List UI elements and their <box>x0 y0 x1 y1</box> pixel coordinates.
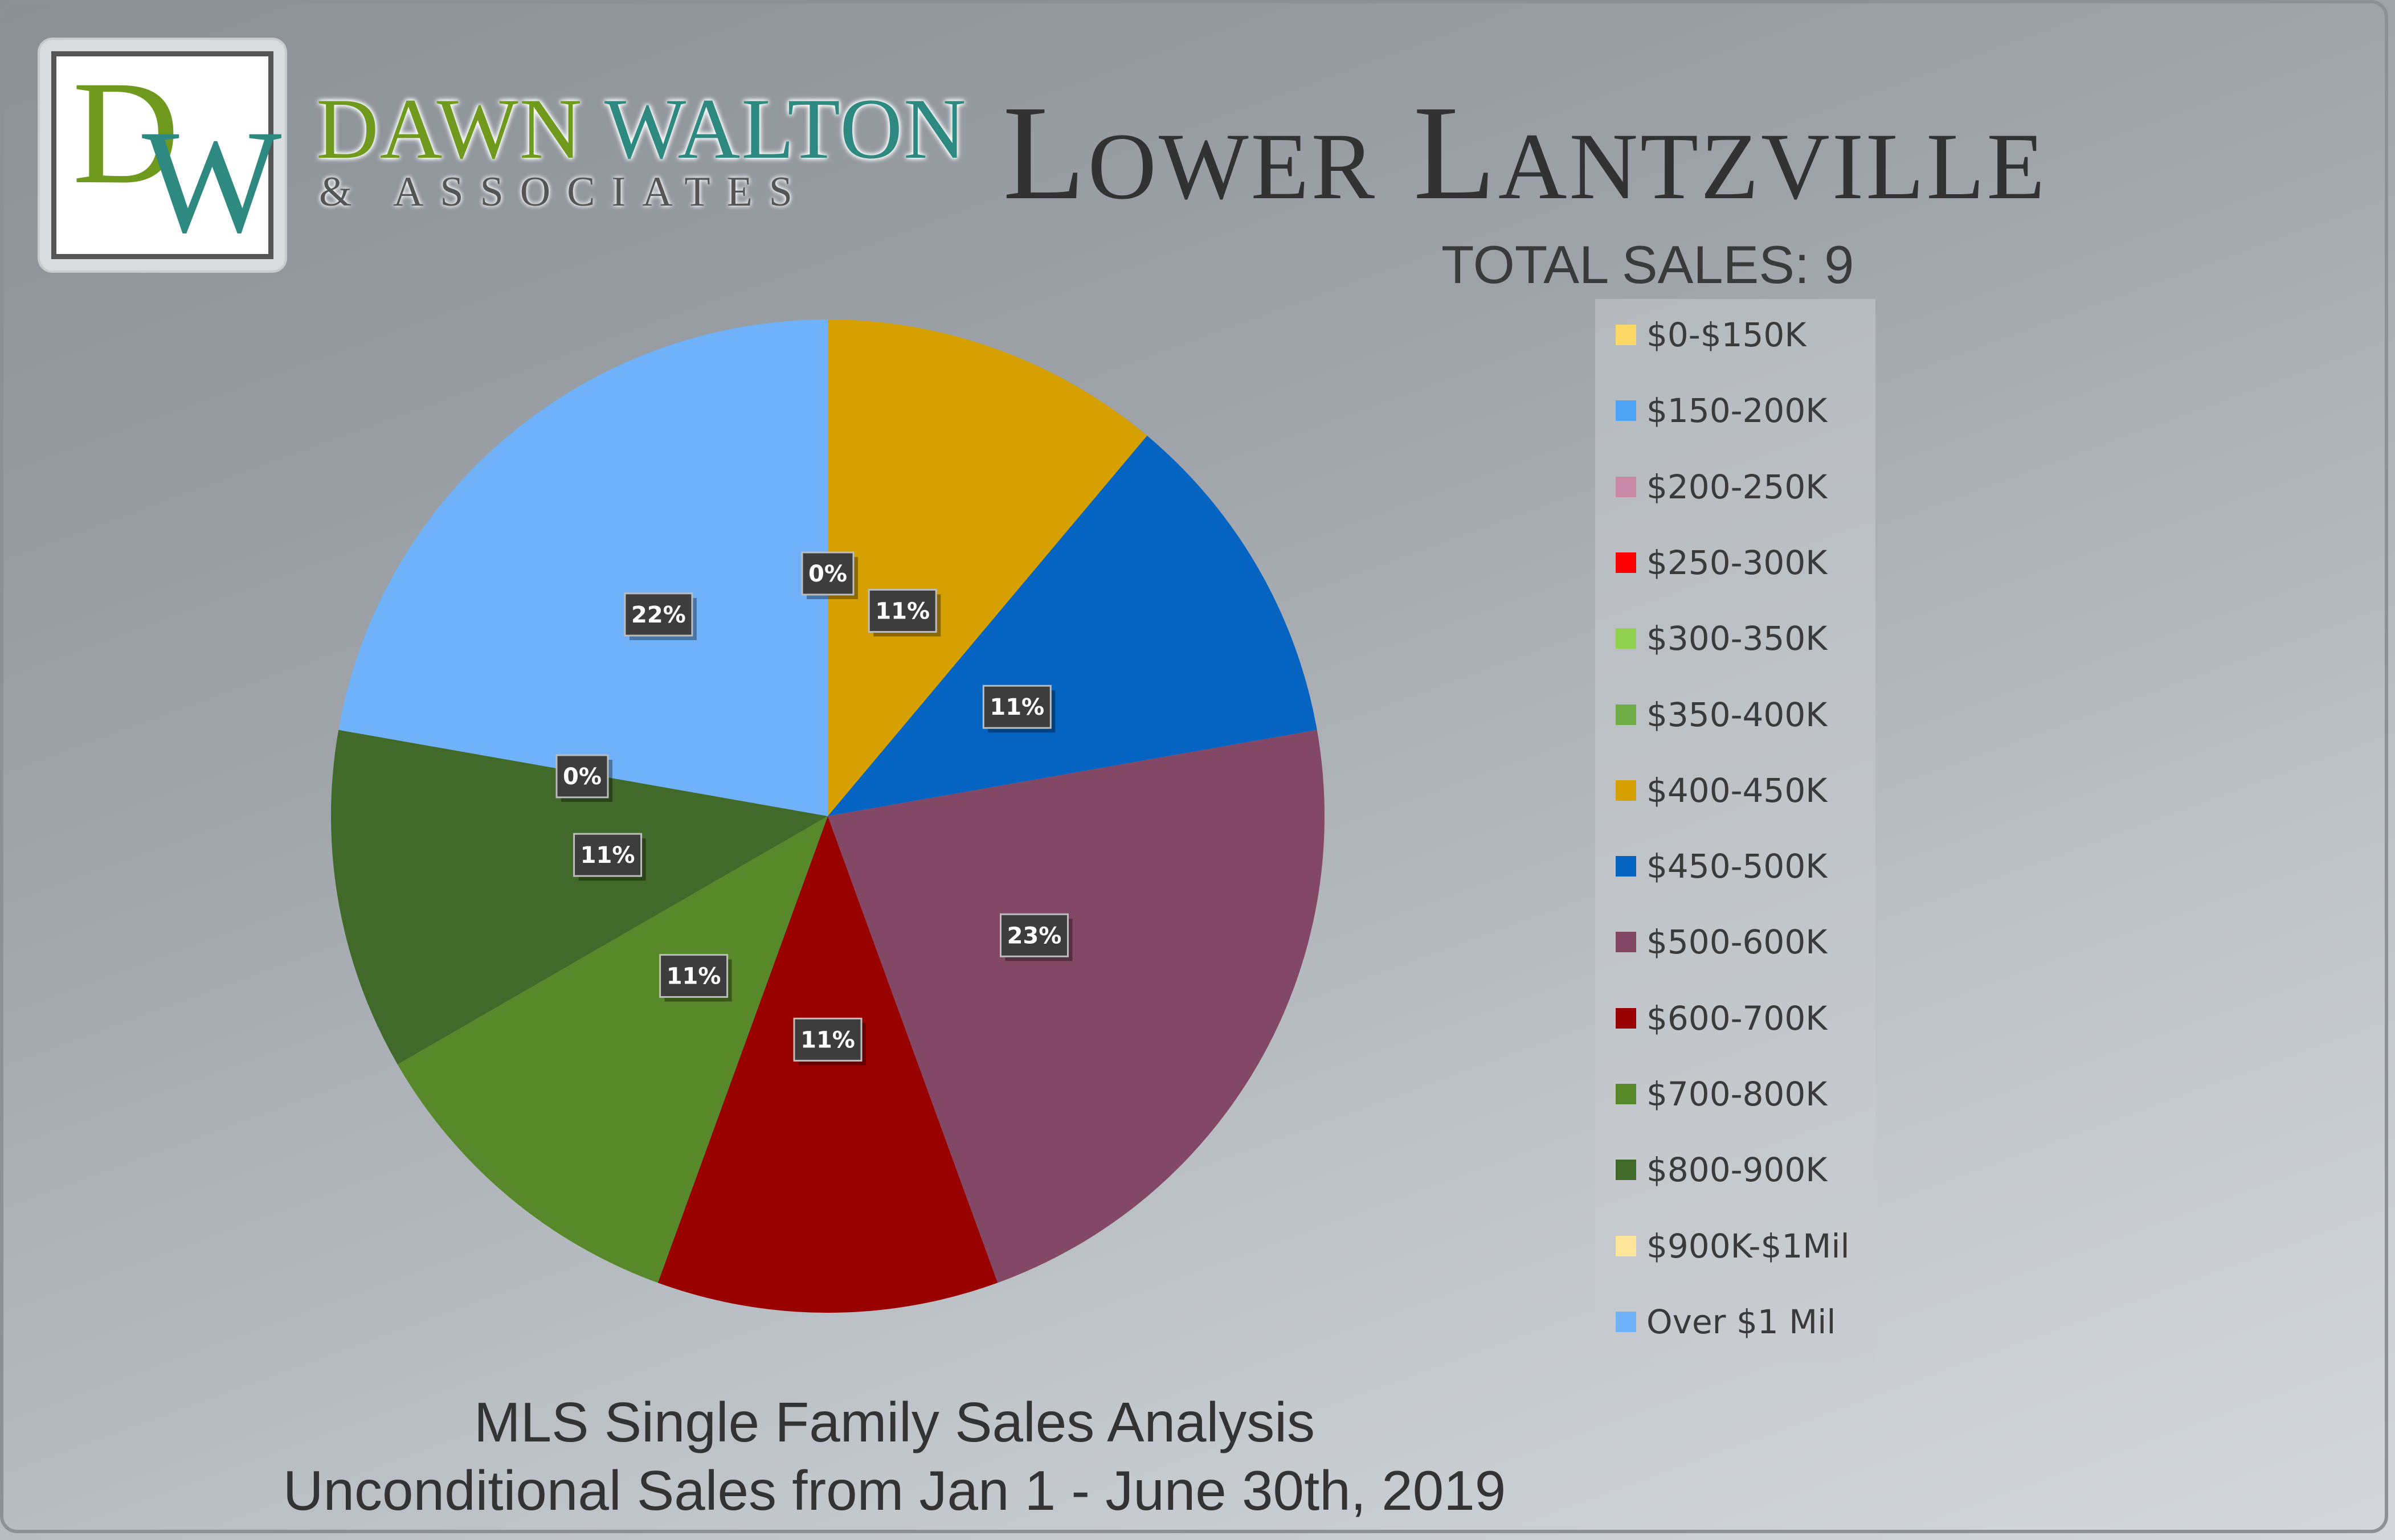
legend-label: $600-700K <box>1646 998 1828 1038</box>
logo: D W <box>40 40 285 271</box>
legend-swatch <box>1616 1160 1636 1181</box>
data-label-700-800k: 11% <box>659 954 732 1002</box>
legend-swatch <box>1616 552 1636 573</box>
legend-label: $500-600K <box>1646 923 1828 962</box>
data-label-700-800k-text: 11% <box>667 964 721 990</box>
legend-item: $900K-$1Mil <box>1616 1223 1850 1269</box>
chart-date-range: Unconditional Sales from Jan 1 - June 30… <box>283 1459 1506 1522</box>
data-label-400-450k-text: 11% <box>875 598 930 624</box>
legend-item: $250-300K <box>1616 540 1827 585</box>
legend-swatch <box>1616 1311 1636 1332</box>
legend-swatch <box>1616 704 1636 725</box>
legend-label: $700-800K <box>1646 1075 1828 1113</box>
data-label-800-900k: 11% <box>573 833 646 881</box>
legend-item: $300-350K <box>1616 616 1827 661</box>
legend-label: $400-450K <box>1646 771 1828 810</box>
pie-slices <box>330 320 1325 1313</box>
legend-label: $900K-$1Mil <box>1646 1226 1850 1265</box>
brand-tagline: & ASSOCIATES <box>319 169 809 215</box>
legend-swatch <box>1616 780 1636 801</box>
legend-item: $450-500K <box>1616 843 1827 889</box>
legend-label: Over $1 Mil <box>1646 1302 1836 1341</box>
legend-swatch <box>1616 1084 1636 1104</box>
legend-label: $250-300K <box>1646 543 1828 582</box>
logo-monogram: D W <box>51 51 281 259</box>
data-label-over-1-mil: 22% <box>624 592 697 640</box>
pie-slice-400-450k <box>828 320 1147 816</box>
legend-swatch <box>1616 476 1636 497</box>
data-label-500-600k-text: 23% <box>1007 923 1062 949</box>
brand-name-last: WALTON <box>604 81 967 177</box>
pie-labels: 11% 11% 23% 11% 11% 11% 22% 0% 0% <box>555 551 1073 1066</box>
legend-swatch <box>1616 400 1636 421</box>
data-label-over-1-mil-text: 22% <box>631 602 686 628</box>
data-label-500-600k: 23% <box>999 913 1073 961</box>
data-label-400-450k: 11% <box>868 588 941 637</box>
brand-name: DAWN WALTON <box>316 85 967 172</box>
legend-item: $400-450K <box>1616 768 1827 813</box>
legend-label: $0-$150K <box>1646 316 1807 354</box>
legend-item: $200-250K <box>1616 464 1827 510</box>
legend-label: $150-200K <box>1646 391 1828 431</box>
data-label-zero-2: 0% <box>555 754 612 802</box>
pie-slice-600-700k <box>657 816 998 1313</box>
pie-slice-450-500k <box>828 436 1317 816</box>
pie-slice-700-800k <box>397 816 828 1283</box>
legend-label: $300-350K <box>1646 619 1828 658</box>
legend-swatch <box>1616 628 1636 649</box>
legend-item: $150-200K <box>1616 388 1827 433</box>
pie-slice-over-1-mil <box>338 320 828 816</box>
legend-label: $350-400K <box>1646 695 1828 734</box>
legend-item: $700-800K <box>1616 1071 1827 1117</box>
pie-slice-500-600k <box>828 730 1325 1283</box>
logo-letter-d: D <box>72 51 179 215</box>
data-label-zero-1-text: 0% <box>808 561 847 587</box>
data-label-600-700k: 11% <box>793 1017 866 1066</box>
data-label-600-700k-text: 11% <box>800 1027 855 1053</box>
legend-item: $350-400K <box>1616 692 1827 738</box>
data-label-450-500k: 11% <box>982 685 1056 733</box>
chart-subtitle: MLS Single Family Sales Analysis <box>473 1391 1315 1453</box>
chart-title: Lower Lantzville <box>1003 78 2047 228</box>
chart-legend: $0-$150K $150-200K $200-250K $250-300K $300-… <box>1595 299 1875 1361</box>
legend-swatch <box>1616 856 1636 877</box>
logo-letter-w: W <box>142 100 282 264</box>
legend-swatch <box>1616 1007 1636 1029</box>
legend-label: $200-250K <box>1646 467 1828 506</box>
legend-swatch <box>1616 1235 1636 1256</box>
legend-label: $800-900K <box>1646 1150 1828 1190</box>
legend-item: $800-900K <box>1616 1147 1827 1193</box>
legend-swatch <box>1616 932 1636 953</box>
data-label-800-900k-text: 11% <box>581 842 635 869</box>
legend-swatch <box>1616 325 1636 345</box>
total-sales-label: TOTAL SALES: 9 <box>1441 235 1854 294</box>
legend-item: $500-600K <box>1616 919 1827 965</box>
legend-item: $600-700K <box>1616 996 1827 1041</box>
data-label-450-500k-text: 11% <box>990 694 1044 720</box>
brand-name-first: DAWN <box>316 81 583 177</box>
legend-label: $450-500K <box>1646 847 1828 886</box>
legend-item: Over $1 Mil <box>1616 1299 1836 1345</box>
legend-item: $0-$150K <box>1616 312 1806 358</box>
pie-slice-800-900k <box>330 730 828 1064</box>
data-label-zero-2-text: 0% <box>563 764 602 790</box>
data-label-zero-1: 0% <box>801 551 858 599</box>
